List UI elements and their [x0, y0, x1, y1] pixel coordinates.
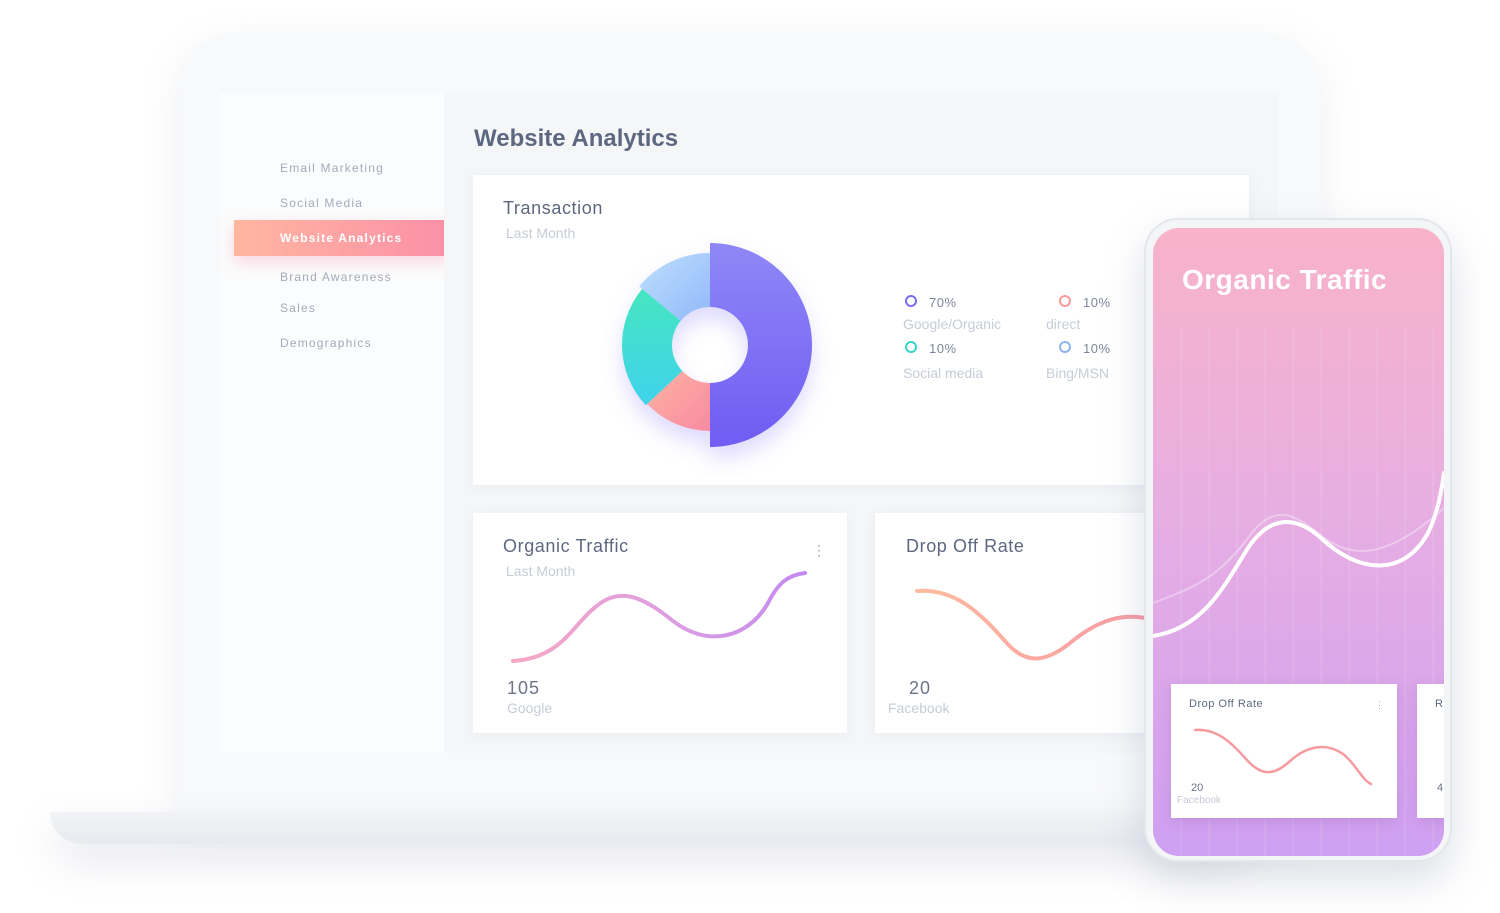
phone-second-card-title: R	[1435, 698, 1443, 710]
laptop-base	[50, 812, 1250, 844]
drop-off-value: 20	[909, 678, 932, 698]
page-title: Website Analytics	[474, 125, 679, 152]
phone-second-card: R 4	[1417, 684, 1444, 818]
donut-slice-bing-msn	[639, 253, 710, 321]
legend-percent: 10%	[1083, 341, 1111, 356]
sidebar-item-sales[interactable]: Sales	[280, 301, 317, 315]
legend-name: Bing/MSN	[1046, 365, 1110, 381]
legend-name: Google/Organic	[903, 316, 1002, 332]
kebab-menu-icon[interactable]: ⋮	[1375, 700, 1384, 710]
legend-ring-icon	[905, 341, 917, 353]
drop-off-card: Drop Off Rate 20 Facebook	[875, 513, 1165, 733]
drop-off-sparkline	[915, 588, 1152, 661]
phone-drop-off-value-label: Facebook	[1177, 795, 1221, 806]
organic-traffic-title: Organic Traffic	[503, 536, 629, 556]
organic-traffic-sparkline	[511, 571, 807, 663]
legend-ring-icon	[1059, 341, 1071, 353]
organic-traffic-value-label: Google	[507, 700, 553, 716]
sidebar-item-social-media[interactable]: Social Media	[280, 196, 364, 210]
legend-percent: 70%	[929, 295, 957, 310]
legend-name: Social media	[903, 365, 984, 381]
legend-name: direct	[1046, 316, 1081, 332]
sidebar: Email Marketing Social Media Website Ana…	[220, 93, 452, 753]
organic-traffic-card: Organic Traffic Last Month ⋮ 105 Google	[473, 513, 847, 733]
phone-drop-off-title: Drop Off Rate	[1189, 698, 1264, 710]
drop-off-value-label: Facebook	[888, 700, 950, 716]
legend-ring-icon	[905, 295, 917, 307]
donut-slice-social-media	[622, 288, 683, 406]
phone-drop-off-sparkline	[1193, 728, 1373, 786]
transaction-card: Transaction Last Month 70% Google/Organi…	[473, 175, 1249, 485]
legend-ring-icon	[1059, 295, 1071, 307]
transaction-subtitle: Last Month	[506, 225, 576, 241]
donut-slice-google-organic	[710, 243, 812, 447]
sidebar-item-demographics[interactable]: Demographics	[280, 336, 372, 350]
phone-drop-off-value: 20	[1191, 782, 1204, 794]
legend-percent: 10%	[1083, 295, 1111, 310]
kebab-menu-icon[interactable]: ⋮	[812, 542, 826, 558]
phone-drop-off-card: Drop Off Rate ⋮ 20 Facebook	[1171, 684, 1397, 818]
organic-traffic-subtitle: Last Month	[506, 563, 576, 579]
phone-title: Organic Traffic	[1182, 264, 1388, 295]
organic-traffic-value: 105	[507, 678, 541, 698]
donut-slice-direct	[647, 371, 710, 431]
phone-second-card-value: 4	[1437, 782, 1444, 794]
drop-off-title: Drop Off Rate	[906, 536, 1025, 556]
sidebar-item-email-marketing[interactable]: Email Marketing	[280, 161, 385, 175]
sidebar-item-website-analytics[interactable]: Website Analytics	[234, 220, 452, 256]
transaction-title: Transaction	[503, 198, 603, 218]
sidebar-item-brand-awareness[interactable]: Brand Awareness	[280, 270, 392, 284]
donut-chart	[622, 243, 812, 447]
phone-screen: Organic Traffic Drop Off Rate ⋮ 20 Faceb…	[1153, 228, 1444, 856]
legend-percent: 10%	[929, 341, 957, 356]
